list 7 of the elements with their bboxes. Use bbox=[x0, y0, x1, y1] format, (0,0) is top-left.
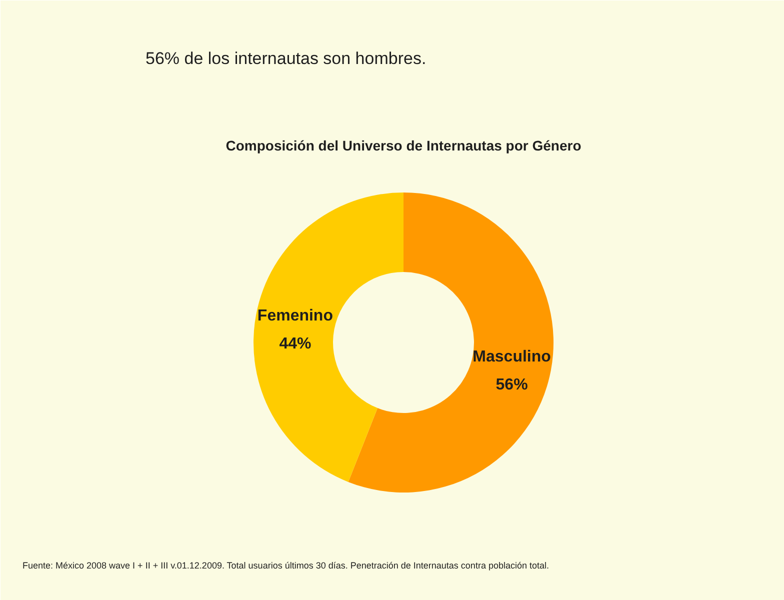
data-label: 56% bbox=[496, 376, 528, 394]
chart-subtitle: 56% de los internautas son hombres. bbox=[146, 49, 426, 68]
slice-label: Femenino bbox=[257, 307, 334, 324]
source-note: Fuente: México 2008 wave I + II + III v.01.12.2009. Total usuarios últimos 30 días. Penetración de Internautas contra población total. bbox=[22, 560, 549, 570]
chart-title: Composición del Universo de Internautas por Género bbox=[226, 138, 582, 154]
data-label: 44% bbox=[279, 335, 312, 352]
slice-label: Masculino bbox=[472, 348, 552, 366]
